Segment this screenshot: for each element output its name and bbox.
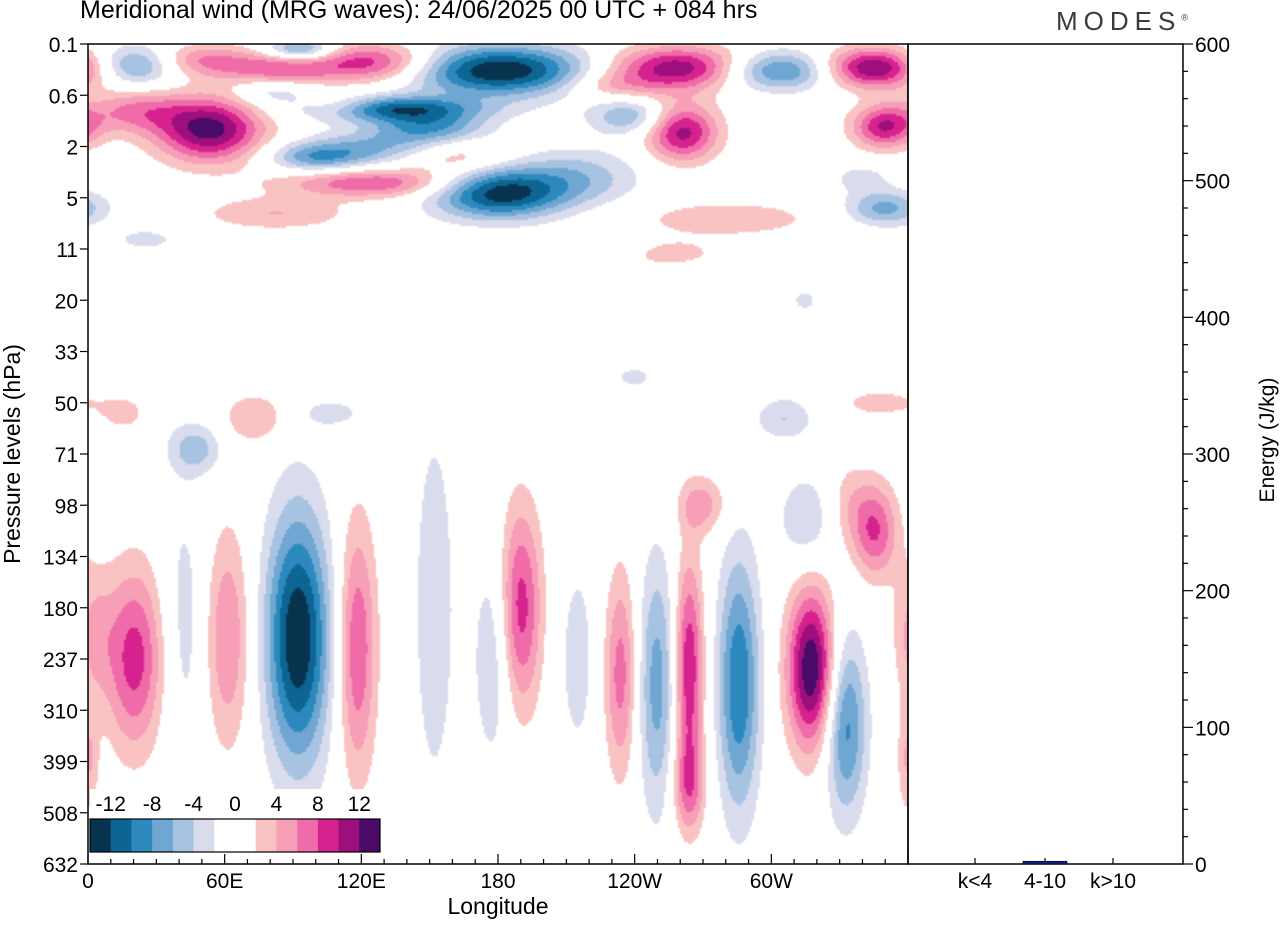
- colorbar-swatch: [338, 819, 360, 852]
- colorbar-label: -8: [143, 793, 162, 816]
- colorbar-swatch: [255, 819, 277, 852]
- colorbar-swatch: [152, 819, 174, 852]
- x-tick-label: 180: [480, 870, 515, 893]
- energy-category-label: k>10: [1090, 870, 1136, 893]
- x-tick-label: 60W: [750, 870, 793, 893]
- colorbar-label: 12: [348, 793, 371, 816]
- energy-plot-border: [907, 43, 1184, 865]
- colorbar-swatch: [317, 819, 340, 852]
- y-tick-label: 237: [43, 649, 78, 672]
- y-tick-label: 2: [66, 137, 78, 160]
- x-tick-label: 120E: [337, 870, 386, 893]
- x-tick-label: 120W: [607, 870, 662, 893]
- colorbar-label: -4: [184, 793, 203, 816]
- y-tick-label: 11: [56, 239, 78, 262]
- y-tick-label: 310: [43, 700, 78, 723]
- colorbar: -12 -8 -4 0 4 8 12: [89, 789, 381, 853]
- chart-title: Meridional wind (MRG waves): 24/06/2025 …: [80, 0, 758, 24]
- energy-axis-label: Energy (J/kg): [1256, 378, 1279, 503]
- wind-contour-field: [88, 44, 908, 864]
- x-axis-label: Longitude: [447, 893, 548, 919]
- colorbar-swatch: [297, 819, 319, 852]
- y-tick-label: 134: [43, 547, 78, 570]
- y-tick-label: 0.1: [49, 34, 78, 57]
- energy-bar: [1022, 860, 1068, 865]
- energy-tick-label: 600: [1195, 34, 1230, 57]
- energy-tick-label: 300: [1195, 444, 1230, 467]
- y-tick-label: 71: [55, 444, 78, 467]
- energy-tick-label: 200: [1195, 581, 1230, 604]
- colorbar-swatch: [131, 819, 153, 852]
- modes-logo: MODES®: [1056, 6, 1188, 37]
- colorbar-border: [89, 818, 381, 853]
- colorbar-label: 4: [271, 793, 283, 816]
- colorbar-swatch: [276, 819, 298, 852]
- y-tick-label: 0.6: [49, 85, 78, 108]
- colorbar-label: 8: [312, 793, 324, 816]
- colorbar-swatch: [172, 819, 195, 852]
- y-tick-label: 399: [43, 752, 78, 775]
- x-tick-label: 0: [82, 870, 94, 893]
- brand-name: MODES: [1056, 6, 1182, 36]
- colorbar-swatch: [193, 819, 215, 852]
- colorbar-label: 0: [229, 793, 241, 816]
- colorbar-swatch: [214, 819, 236, 852]
- energy-tick-label: 400: [1195, 307, 1230, 330]
- colorbar-swatch: [90, 819, 112, 852]
- axis-ticks: 0.1 0.6 2 5 11 20 33 50 71 98 134 180 237 310 399 508 63…: [43, 34, 909, 893]
- colorbar-swatch: [235, 819, 257, 852]
- y-tick-label: 50: [55, 393, 78, 416]
- y-tick-label: 98: [55, 495, 78, 518]
- brand-mark: ®: [1181, 12, 1188, 23]
- y-tick-label: 508: [43, 803, 78, 826]
- y-tick-label: 632: [43, 854, 78, 877]
- y-tick-label: 180: [43, 598, 78, 621]
- y-axis-label: Pressure levels (hPa): [0, 344, 25, 564]
- y-tick-label: 20: [55, 290, 78, 313]
- y-tick-label: 33: [55, 342, 78, 365]
- contour-image: [88, 44, 908, 864]
- colorbar-label-backdrop: [90, 789, 380, 819]
- energy-panel: 0 100 200 300 400 500 600 k<4 4-10 k>10: [952, 34, 1230, 893]
- energy-tick-label: 0: [1195, 854, 1207, 877]
- energy-category-label: k<4: [958, 870, 993, 893]
- colorbar-swatch: [110, 819, 132, 852]
- colorbar-label: -12: [96, 793, 126, 816]
- colorbar-swatch: [359, 819, 381, 852]
- energy-tick-label: 100: [1195, 717, 1230, 740]
- axis-labels: Longitude Pressure levels (hPa) Energy (J/…: [0, 344, 1279, 919]
- energy-tick-label: 500: [1195, 171, 1230, 194]
- y-tick-label: 5: [66, 188, 78, 211]
- energy-category-label: 4-10: [1024, 870, 1066, 893]
- x-tick-label: 60E: [206, 870, 243, 893]
